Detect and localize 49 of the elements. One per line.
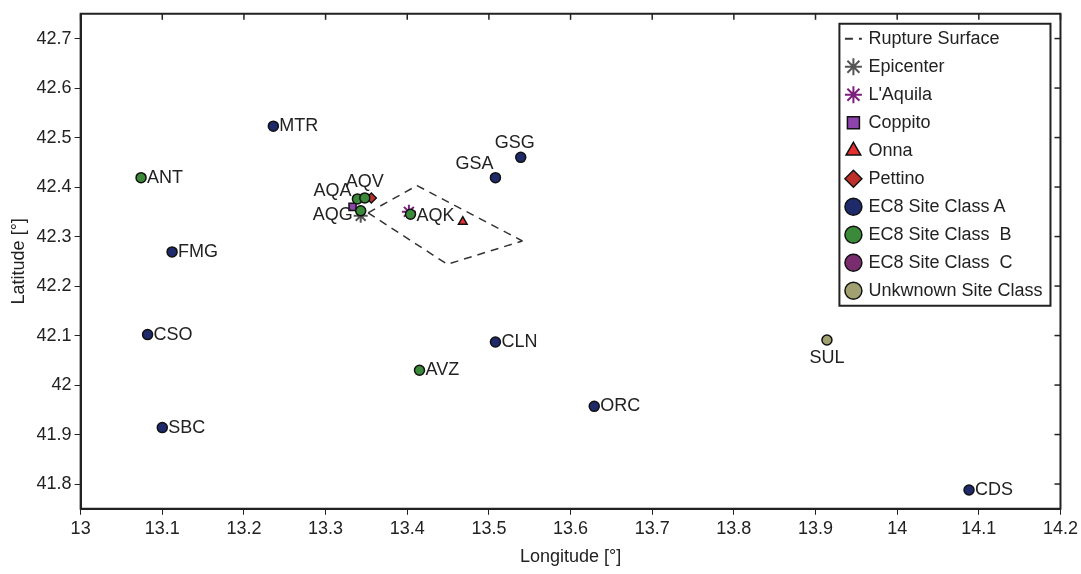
x-tick-label: 13.3 xyxy=(308,517,344,538)
x-tick-label: 13.1 xyxy=(144,517,180,538)
legend-label: EC8 Site Class B xyxy=(868,223,1012,244)
y-tick-label: 42.7 xyxy=(36,27,72,48)
x-tick-label: 14.2 xyxy=(1042,517,1079,538)
annotation: AQG xyxy=(312,203,353,224)
legend-label: Coppito xyxy=(868,111,931,132)
x-tick-label: 13 xyxy=(70,517,91,538)
legend-label: Epicenter xyxy=(868,55,945,76)
x-tick-label: 13.8 xyxy=(716,517,752,538)
x-tick-label: 13.5 xyxy=(471,517,507,538)
y-tick-label: 42.5 xyxy=(36,126,72,147)
y-axis-title: Latitude [°] xyxy=(7,218,28,305)
y-tick-label: 42.3 xyxy=(36,225,72,246)
annotation: MTR xyxy=(279,115,319,136)
y-tick-label: 42 xyxy=(51,374,72,395)
legend-label: Pettino xyxy=(868,167,925,188)
x-axis-title: Longitude [°] xyxy=(519,546,622,567)
annotation: SUL xyxy=(809,346,845,367)
annotation: AVZ xyxy=(425,359,460,380)
x-tick-label: 13.7 xyxy=(634,517,670,538)
x-tick-label: 14 xyxy=(887,517,908,538)
annotation: FMG xyxy=(178,240,219,261)
legend-label: EC8 Site Class A xyxy=(868,195,1006,216)
y-tick-label: 41.9 xyxy=(36,423,72,444)
annotation: CDS xyxy=(975,478,1014,499)
legend-label: L'Aquila xyxy=(868,83,933,104)
annotation: GSA xyxy=(455,152,494,173)
x-tick-label: 13.4 xyxy=(389,517,425,538)
legend-label: Unkwnown Site Class xyxy=(868,279,1043,300)
y-tick-label: 42.4 xyxy=(36,176,72,197)
annotation: AQK xyxy=(416,205,455,226)
annotation: ANT xyxy=(147,166,184,187)
x-tick-label: 14.1 xyxy=(961,517,997,538)
legend-label: EC8 Site Class C xyxy=(868,251,1013,272)
annotation: CSO xyxy=(153,323,193,344)
annotation: GSG xyxy=(494,132,535,153)
annotation: CLN xyxy=(501,330,538,351)
annotation: ORC xyxy=(600,395,641,416)
annotation: SBC xyxy=(168,416,206,437)
y-tick-label: 42.2 xyxy=(36,275,72,296)
y-tick-label: 42.6 xyxy=(36,77,72,98)
legend-label: Rupture Surface xyxy=(868,27,1000,48)
x-tick-label: 13.2 xyxy=(226,517,262,538)
x-tick-label: 13.6 xyxy=(553,517,589,538)
legend-label: Onna xyxy=(868,139,914,160)
x-tick-label: 13.9 xyxy=(798,517,834,538)
y-tick-label: 41.8 xyxy=(36,473,72,494)
y-tick-label: 42.1 xyxy=(36,324,72,345)
